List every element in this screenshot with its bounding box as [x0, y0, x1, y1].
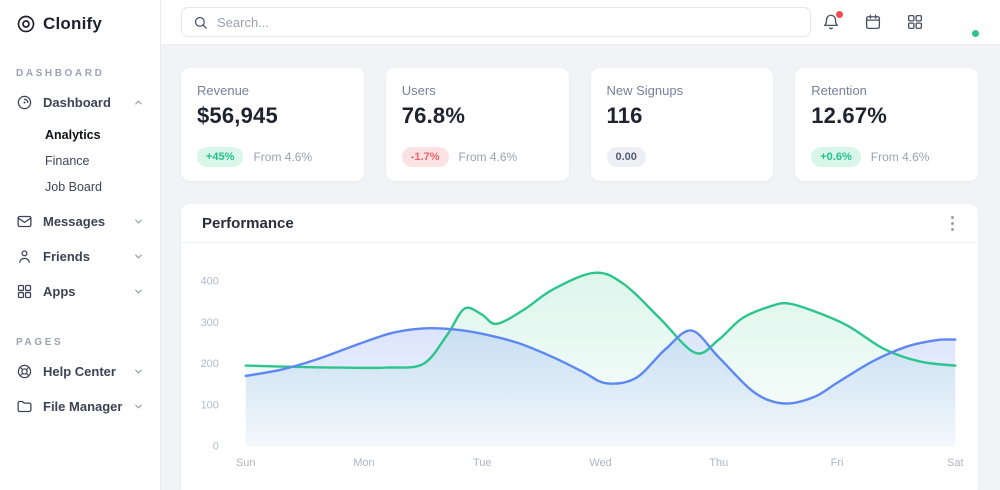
x-axis-label: Mon: [353, 457, 374, 469]
main-area: Revenue $56,945 +45% From 4.6% Users 76.…: [161, 0, 1000, 490]
panel-title: Performance: [202, 214, 294, 232]
sidebar-item-file-manager[interactable]: File Manager: [14, 389, 146, 424]
search-input[interactable]: [217, 14, 799, 30]
page-content: Revenue $56,945 +45% From 4.6% Users 76.…: [161, 45, 1000, 490]
stat-footer: +45% From 4.6%: [197, 147, 348, 167]
user-avatar[interactable]: [948, 7, 980, 38]
sidebar-subitem-analytics[interactable]: Analytics: [45, 128, 101, 142]
stat-value: 116: [606, 103, 643, 128]
sidebar-item-label: Messages: [43, 214, 106, 229]
dashboard-icon: [16, 94, 33, 111]
y-axis-label: 100: [201, 399, 219, 411]
dashboard-submenu: Analytics Finance Job Board: [14, 120, 146, 204]
app-logo-text: Clonify: [43, 14, 103, 33]
chevron-down-icon: [133, 286, 144, 297]
chevron-up-icon: [133, 97, 144, 108]
x-axis-label: Tue: [473, 457, 491, 469]
y-axis-label: 200: [201, 358, 219, 370]
stat-card-retention[interactable]: Retention 12.67% +0.6% From 4.6%: [795, 68, 978, 181]
x-axis-label: Wed: [589, 457, 611, 469]
search-box[interactable]: [181, 7, 811, 37]
y-axis-label: 300: [201, 317, 219, 329]
sidebar-item-label: Help Center: [43, 364, 116, 379]
stat-caption: From 4.6%: [253, 150, 313, 164]
stat-footer: -1.7% From 4.6%: [401, 147, 553, 167]
sidebar-item-label: Friends: [43, 249, 90, 264]
chevron-down-icon: [133, 366, 144, 377]
friends-icon: [16, 248, 33, 265]
stat-value: 76.8%: [401, 103, 466, 128]
green-series-line: [244, 271, 957, 370]
blue-series-line: [244, 327, 957, 405]
search-icon: [193, 15, 208, 30]
bell-icon[interactable]: [822, 11, 843, 31]
chart-area: 400 300 200 100 0 Sun Mon Tue Wed Thu Fri Sat: [181, 243, 978, 490]
help-center-icon: [16, 363, 33, 380]
performance-panel: Performance 400 300 200 100 0 Sun Mon Tue Wed Thu…: [181, 204, 978, 490]
x-axis-label: Fri: [831, 457, 844, 469]
sidebar: Clonify DASHBOARD Dashboard Analytics Fi…: [0, 0, 161, 490]
stat-footer: 0.00: [606, 147, 758, 167]
stat-value: $56,945: [197, 103, 278, 128]
sidebar-subitem-job-board[interactable]: Job Board: [45, 180, 102, 194]
stat-value: 12.67%: [811, 103, 888, 128]
stat-title: Users: [401, 83, 436, 98]
apps-grid-icon[interactable]: [906, 13, 924, 31]
stat-card-revenue[interactable]: Revenue $56,945 +45% From 4.6%: [181, 68, 364, 181]
topbar: [161, 0, 1000, 45]
clonify-logo-icon: [17, 15, 35, 33]
online-status-dot: [971, 29, 980, 38]
sidebar-item-label: Apps: [43, 284, 76, 299]
x-axis-label: Sat: [947, 457, 963, 469]
stat-card-new-signups[interactable]: New Signups 116 0.00: [590, 68, 774, 181]
apps-icon: [16, 283, 33, 300]
sidebar-item-label: Dashboard: [43, 95, 111, 110]
blue-series-area: [245, 328, 956, 446]
app-logo[interactable]: Clonify: [14, 12, 146, 34]
stat-title: Revenue: [197, 83, 250, 98]
sidebar-item-apps[interactable]: Apps: [14, 274, 146, 309]
sidebar-item-friends[interactable]: Friends: [14, 239, 146, 274]
performance-chart: 400 300 200 100 0 Sun Mon Tue Wed Thu Fri Sat: [201, 271, 964, 469]
stat-caption: From 4.6%: [870, 150, 930, 164]
sidebar-item-messages[interactable]: Messages: [14, 204, 146, 239]
sidebar-item-help-center[interactable]: Help Center: [14, 354, 146, 389]
stats-row: Revenue $56,945 +45% From 4.6% Users 76.…: [181, 68, 978, 181]
y-axis-label: 400: [201, 275, 219, 287]
y-axis-label: 0: [213, 440, 219, 452]
stat-title: Retention: [811, 83, 867, 98]
x-axis-label: Sun: [236, 457, 255, 469]
messages-icon: [16, 213, 33, 230]
notification-dot: [836, 11, 843, 18]
stat-card-users[interactable]: Users 76.8% -1.7% From 4.6%: [385, 68, 569, 181]
topbar-actions: [822, 7, 980, 38]
sidebar-subitem-finance[interactable]: Finance: [45, 154, 90, 168]
chevron-down-icon: [133, 401, 144, 412]
stat-footer: +0.6% From 4.6%: [811, 147, 962, 167]
trend-badge: 0.00: [606, 147, 646, 167]
trend-badge: -1.7%: [401, 147, 449, 167]
sidebar-item-label: File Manager: [43, 399, 123, 414]
calendar-icon[interactable]: [864, 13, 882, 31]
stat-title: New Signups: [606, 83, 684, 98]
chevron-down-icon: [133, 251, 144, 262]
performance-panel-header: Performance: [181, 204, 978, 243]
x-axis-label: Thu: [709, 457, 728, 469]
trend-badge: +45%: [197, 147, 244, 167]
section-label-dashboard: DASHBOARD: [16, 68, 105, 79]
stat-caption: From 4.6%: [458, 150, 518, 164]
sidebar-item-dashboard[interactable]: Dashboard: [14, 85, 146, 120]
chevron-down-icon: [133, 216, 144, 227]
trend-badge: +0.6%: [811, 147, 861, 167]
folder-icon: [16, 398, 33, 415]
kebab-menu-icon[interactable]: [947, 212, 958, 235]
section-label-pages: PAGES: [16, 337, 64, 348]
